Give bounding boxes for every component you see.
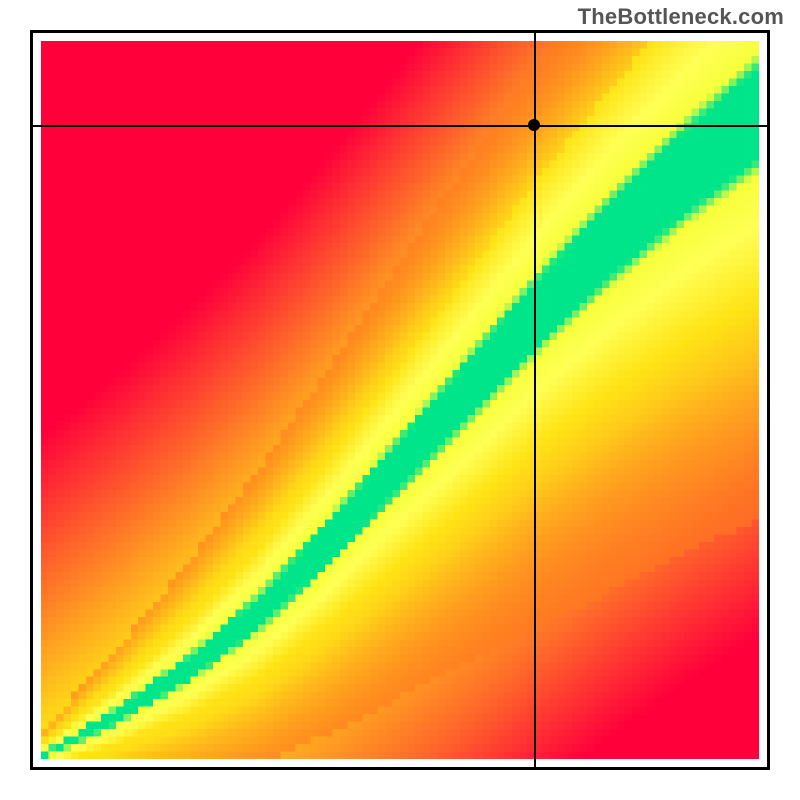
crosshair-marker [528,119,540,131]
crosshair-vertical [534,33,536,767]
watermark-text: TheBottleneck.com [578,4,784,30]
bottleneck-heatmap-frame [30,30,770,770]
heatmap-canvas [41,41,759,759]
crosshair-horizontal [33,125,767,127]
bottleneck-heatmap [33,33,767,767]
